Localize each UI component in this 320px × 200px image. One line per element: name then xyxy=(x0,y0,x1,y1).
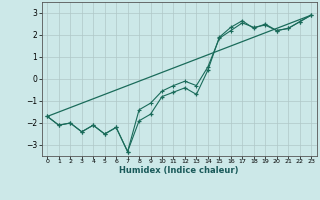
X-axis label: Humidex (Indice chaleur): Humidex (Indice chaleur) xyxy=(119,166,239,175)
